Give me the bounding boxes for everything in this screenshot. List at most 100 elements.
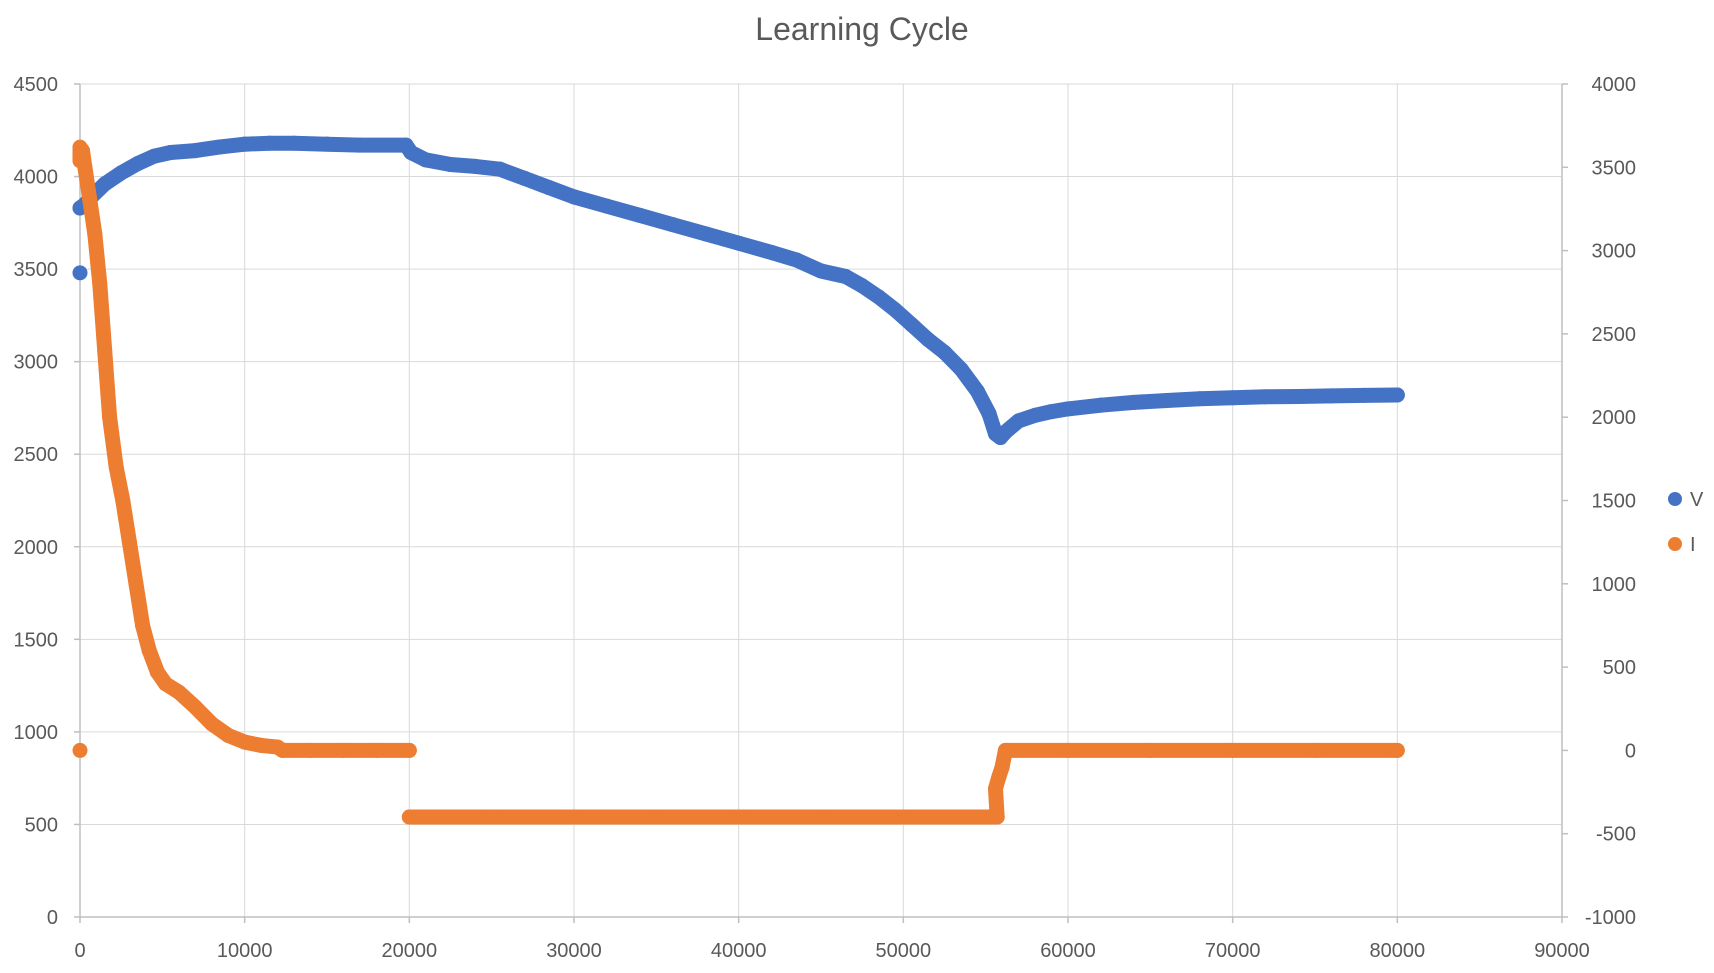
data-point (149, 664, 165, 680)
data-point (74, 143, 90, 159)
x-tick-label: 20000 (382, 940, 438, 962)
data-point (997, 742, 1013, 758)
series-I (72, 139, 1405, 825)
data-point (158, 676, 174, 692)
data-point (632, 207, 648, 223)
data-point (418, 152, 434, 168)
data-point (303, 742, 319, 758)
data-point (141, 642, 157, 658)
data-point (1159, 393, 1175, 409)
data-point (989, 809, 1005, 825)
y-tick-label: 3000 (14, 352, 59, 374)
y2-tick-label: 2000 (1592, 407, 1637, 429)
y-tick-label: 0 (47, 907, 58, 929)
data-point (937, 344, 952, 360)
data-point (403, 144, 419, 160)
y-tick-label: 1000 (14, 722, 59, 744)
data-point (401, 809, 417, 825)
data-point (492, 161, 508, 177)
data-point (566, 809, 582, 825)
data-point (648, 809, 664, 825)
data-point (1126, 394, 1142, 410)
axes: 0 500 1000 1500 2000 2500 3000 3500 4000 4500 -100… (14, 74, 1637, 962)
data-point (517, 170, 533, 186)
data-point (335, 742, 351, 758)
y2-tick-label: 1000 (1592, 574, 1637, 596)
data-point (319, 136, 335, 152)
data-point (1323, 388, 1339, 404)
x-tick-label: 40000 (711, 940, 767, 962)
data-point (1192, 391, 1208, 407)
y2-tick-label: 0 (1625, 740, 1636, 762)
data-point (895, 809, 911, 825)
data-point (220, 727, 236, 743)
x-tick-label: 90000 (1534, 940, 1590, 962)
data-point (1291, 388, 1307, 404)
data-point (1225, 742, 1241, 758)
x-tick-label: 80000 (1370, 940, 1426, 962)
y2-tick-label: -500 (1596, 824, 1636, 846)
data-point (969, 383, 985, 399)
y-tick-label: 4500 (14, 74, 59, 96)
data-point (854, 278, 870, 294)
data-point (237, 136, 253, 152)
data-point (566, 189, 582, 205)
data-point (115, 493, 131, 508)
data-point (953, 361, 969, 377)
data-point (1060, 742, 1076, 758)
data-point (146, 148, 162, 164)
data-point (920, 331, 936, 347)
y-tick-label: 1500 (14, 629, 59, 651)
y2-tick-label: 3000 (1592, 241, 1637, 263)
y2-tick-label: 500 (1603, 657, 1636, 679)
data-point (981, 405, 997, 421)
data-point (171, 684, 187, 700)
data-point (82, 193, 98, 209)
data-point (764, 244, 780, 260)
data-point (1389, 742, 1405, 758)
data-point (401, 742, 417, 758)
data-point (1093, 397, 1109, 413)
data-point (1307, 742, 1323, 758)
data-point (253, 737, 269, 753)
data-point (665, 217, 681, 233)
y2-tick-label: 1500 (1592, 491, 1637, 513)
data-point (1389, 387, 1405, 403)
data-point (443, 157, 458, 173)
data-point (1225, 390, 1241, 406)
data-point (261, 135, 277, 151)
data-point (1027, 407, 1043, 423)
gridlines (80, 83, 1563, 917)
y2-tick-label: 4000 (1592, 74, 1637, 96)
data-point (467, 158, 483, 174)
y-tick-label: 2000 (14, 537, 59, 559)
data-point (1356, 387, 1372, 403)
data-point (113, 165, 129, 181)
data-point (731, 809, 747, 825)
data-point (997, 424, 1013, 440)
data-point (904, 317, 920, 333)
data-point (237, 734, 253, 750)
data-point (813, 809, 829, 825)
data-point (788, 252, 804, 268)
data-point (130, 156, 146, 172)
data-point (97, 176, 113, 192)
data-point (97, 343, 113, 359)
x-tick-label: 0 (74, 940, 85, 962)
y-tick-label: 4000 (14, 167, 59, 189)
data-point (77, 159, 93, 175)
data-point (163, 144, 179, 160)
data-point (599, 198, 615, 214)
data-point (1044, 404, 1060, 420)
data-point (187, 699, 203, 715)
data-point (994, 759, 1010, 775)
data-point (87, 226, 103, 242)
data-point (484, 809, 500, 825)
x-tick-label: 60000 (1040, 940, 1096, 962)
legend-marker-V (1668, 492, 1682, 506)
data-point (887, 302, 903, 318)
data-point (72, 742, 88, 758)
data-point (135, 617, 151, 633)
legend-label-I: I (1690, 534, 1696, 556)
data-point (813, 263, 829, 279)
